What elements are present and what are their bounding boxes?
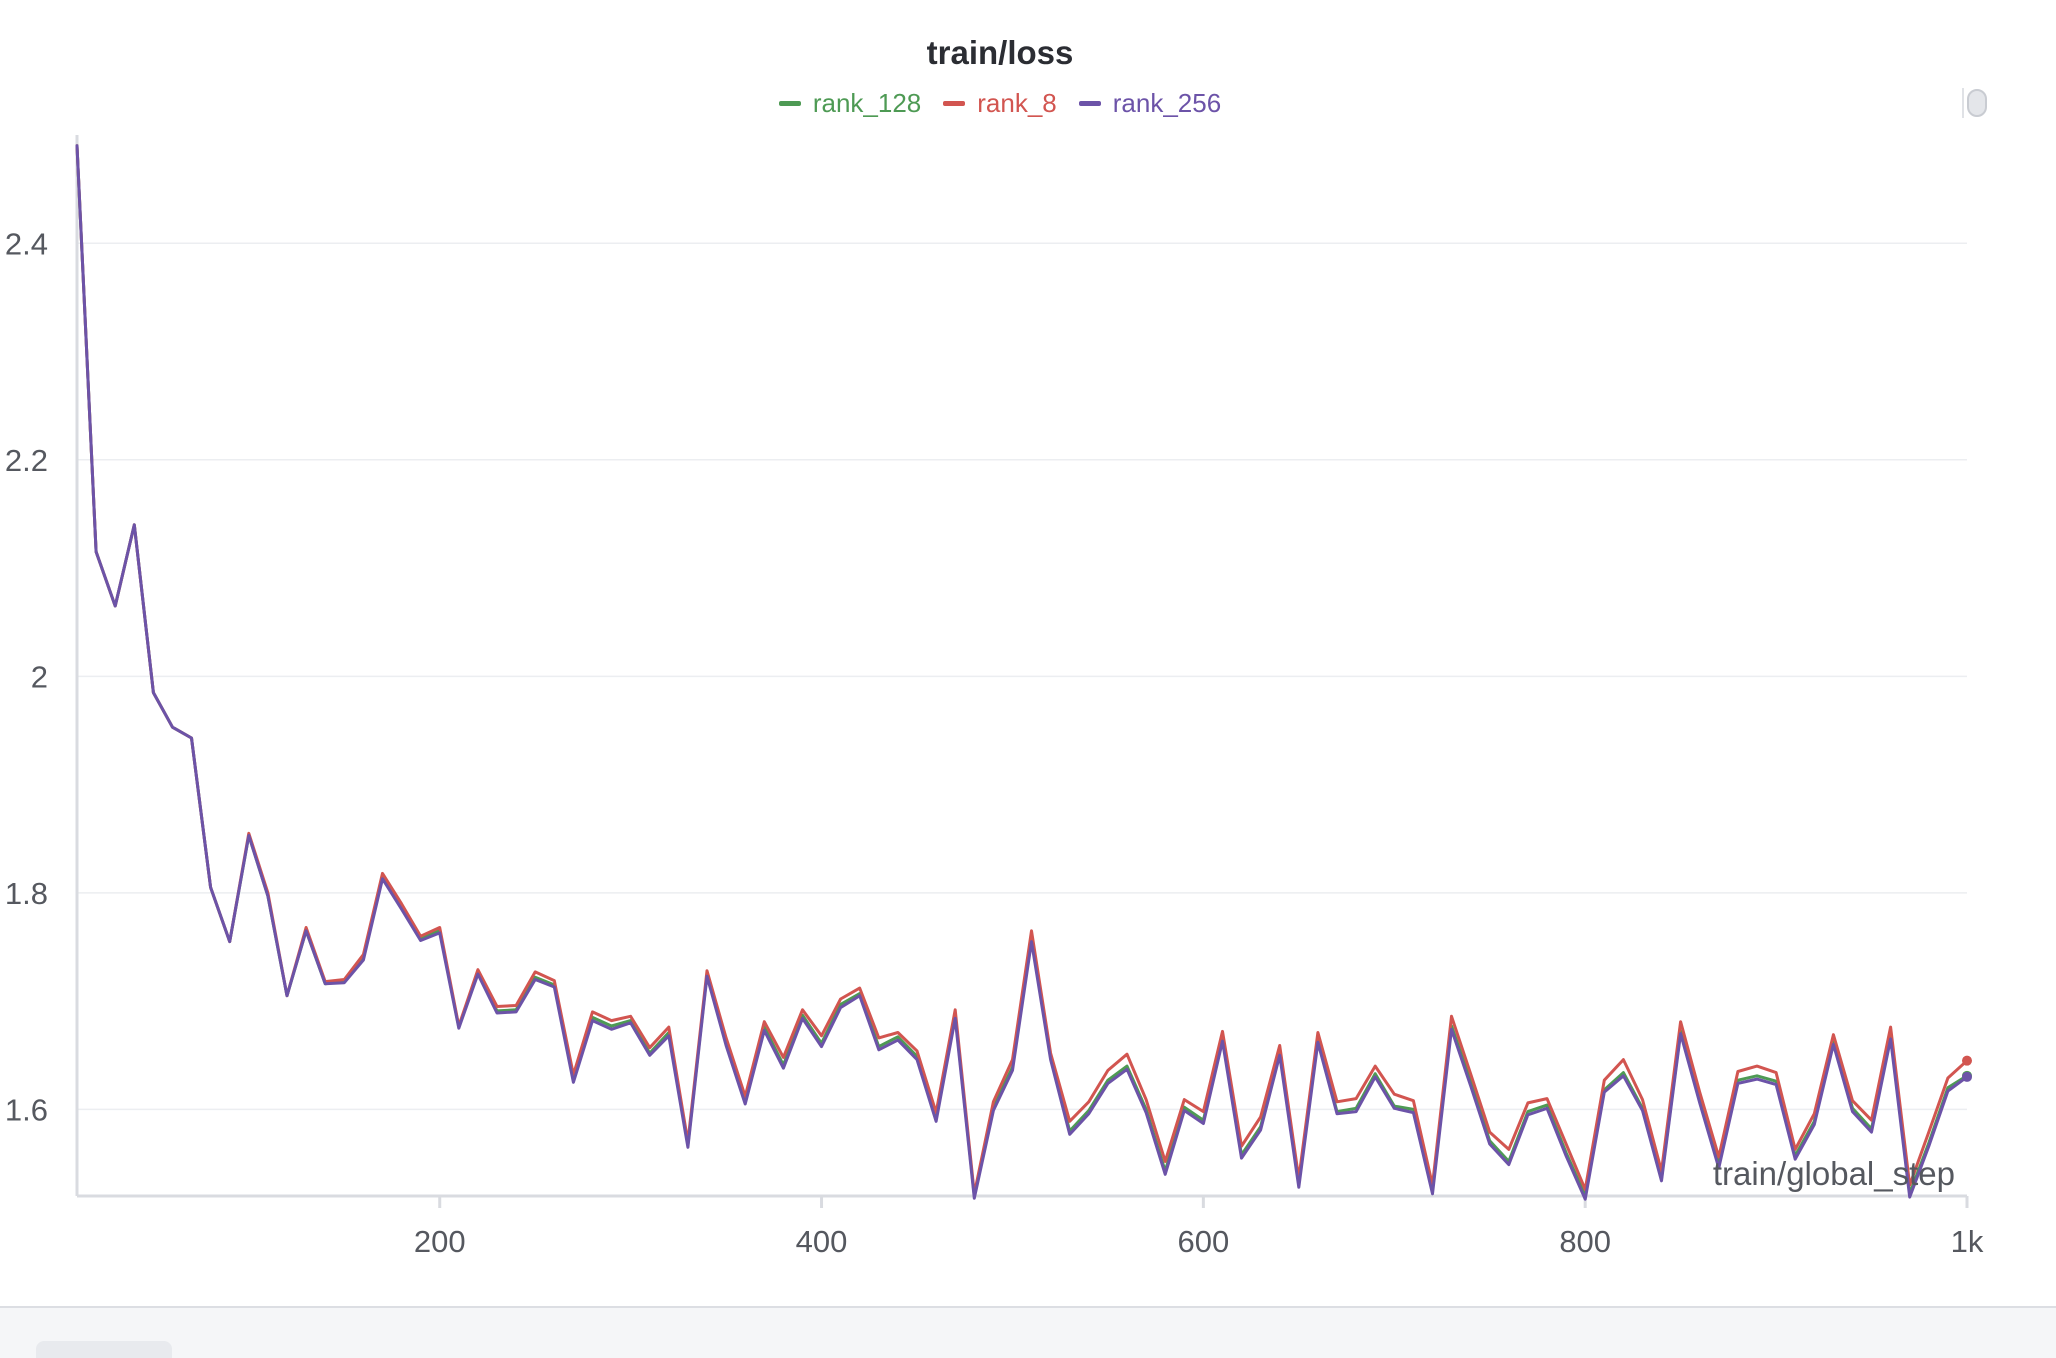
legend-swatch: [1078, 101, 1101, 106]
series-endpoint-rank-256: [1962, 1071, 1972, 1082]
legend: rank_128 rank_8 rank_256: [0, 88, 2000, 119]
scroll-handle[interactable]: [1967, 89, 1987, 117]
x-tick-label: 800: [1559, 1224, 1611, 1259]
scroll-track[interactable]: [1962, 88, 1964, 118]
footer-bar: [0, 1306, 2056, 1358]
series-lines: [75, 144, 1972, 1201]
y-tick-label: 2.4: [5, 226, 48, 261]
y-tick-label: 2.2: [5, 443, 48, 478]
legend-label: rank_128: [812, 88, 922, 118]
grid: [77, 242, 1967, 1111]
x-tick-label: 400: [796, 1224, 848, 1259]
x-tick-label: 200: [414, 1224, 466, 1259]
chart-title: train/loss: [926, 34, 1074, 71]
y-tick-label: 2: [31, 659, 48, 694]
legend-label: rank_8: [977, 88, 1057, 118]
tick-labels: 1.6 1.8 2 2.2 2.4 200 400 600 800 1k: [5, 226, 1984, 1259]
series-endpoint-rank-8: [1962, 1055, 1972, 1066]
legend-item-rank-128[interactable]: rank_128: [778, 88, 922, 119]
series-line-rank-128[interactable]: [75, 144, 1969, 1198]
x-axis-title: train/global_step: [1713, 1155, 1955, 1192]
x-tick-label: 1k: [1951, 1224, 1984, 1259]
chart-panel: 1.6 1.8 2 2.2 2.4 200 400 600 800 1k train/global…: [0, 34, 2000, 1259]
footer-tab[interactable]: [36, 1341, 172, 1358]
legend-item-rank-256[interactable]: rank_256: [1078, 88, 1222, 119]
legend-item-rank-8[interactable]: rank_8: [943, 88, 1057, 119]
legend-label: rank_256: [1112, 88, 1222, 118]
series-line-rank-256[interactable]: [75, 144, 1969, 1201]
legend-swatch: [943, 101, 966, 106]
line-chart: 1.6 1.8 2 2.2 2.4 200 400 600 800 1k train/global…: [5, 135, 1984, 1259]
legend-swatch: [778, 101, 801, 106]
y-tick-label: 1.8: [5, 876, 48, 911]
y-tick-label: 1.6: [5, 1092, 48, 1127]
x-tick-label: 600: [1177, 1224, 1229, 1259]
series-line-rank-8[interactable]: [75, 144, 1969, 1196]
